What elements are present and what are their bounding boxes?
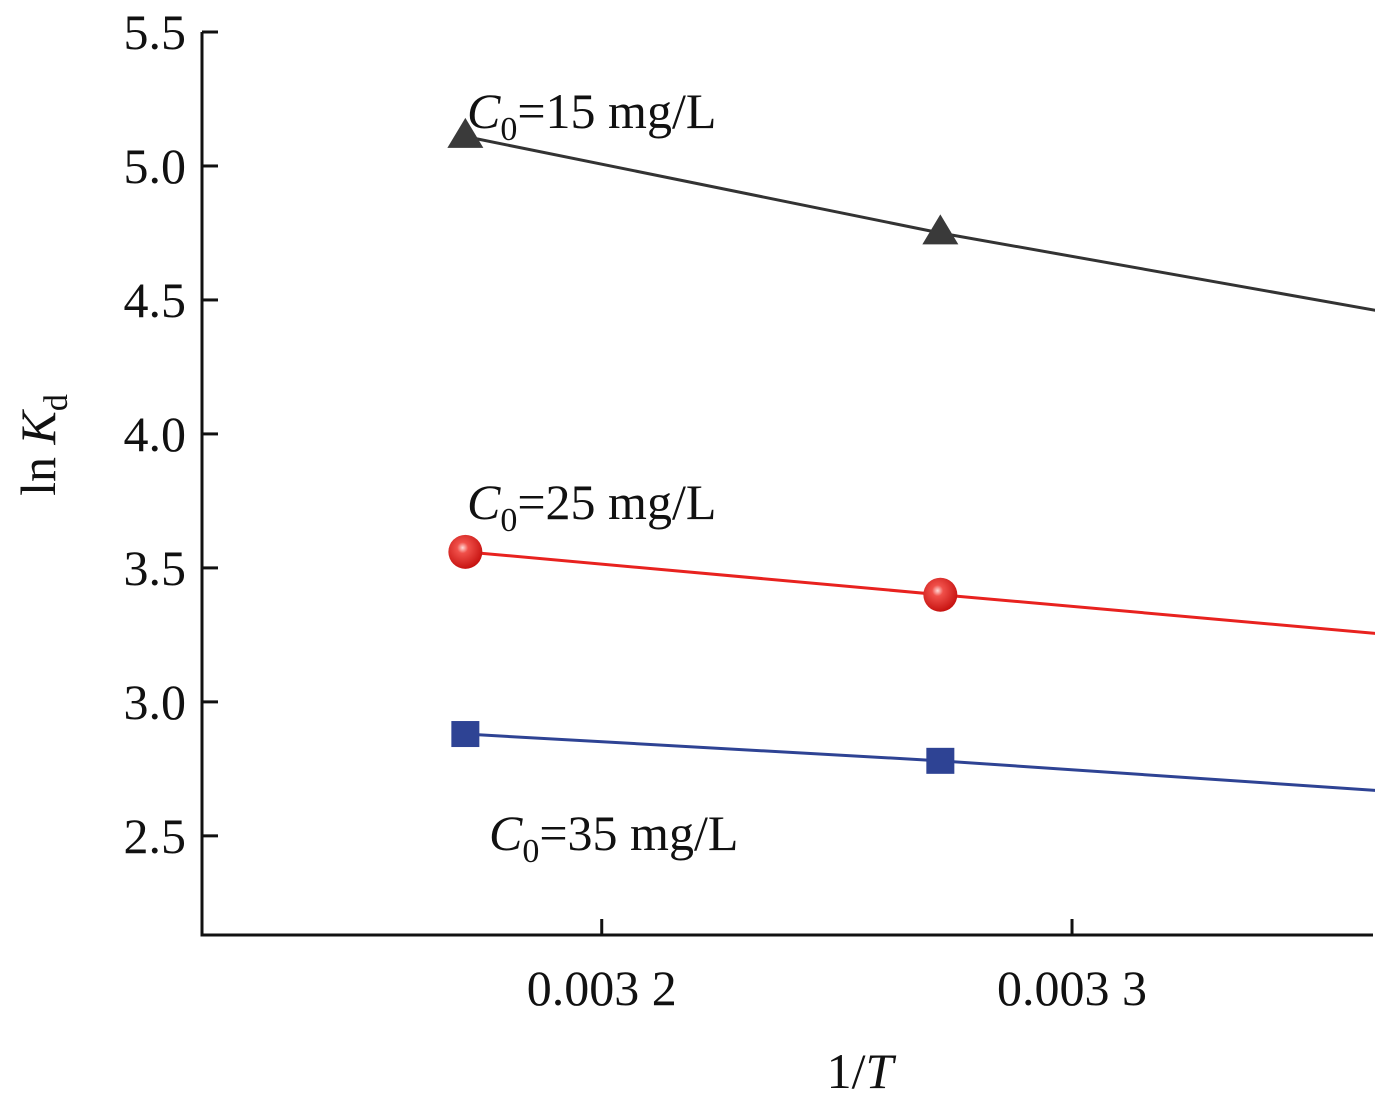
data-point-c35: [451, 721, 480, 748]
y-axis-title-var: K: [10, 408, 66, 445]
x-tick-label: 0.003 3: [997, 960, 1147, 1016]
series-markers: [447, 117, 959, 774]
series-label-c35-text: =35 mg/L: [539, 805, 738, 861]
series-label-c15-var: C: [467, 83, 501, 139]
data-point-c15: [447, 117, 484, 148]
x-ticks: 0.003 2 0.003 3: [527, 919, 1147, 1016]
y-tick-label: 3.0: [124, 674, 187, 730]
series-label-c25-text: =25 mg/L: [517, 474, 716, 530]
x-axis-title-prefix: 1/: [827, 1043, 866, 1099]
x-axis-title-var: T: [866, 1043, 897, 1099]
series-label-c25-var: C: [467, 474, 501, 530]
y-tick-label: 5.0: [124, 138, 187, 194]
series-line-c25: [465, 550, 1375, 635]
series-label-c35-var: C: [489, 805, 523, 861]
series-label-c25: C0=25 mg/L: [467, 474, 716, 539]
series-label-c15: C0=15 mg/L: [467, 83, 716, 148]
y-ticks: 2.5 3.0 3.5 4.0 4.5 5.0 5.5: [124, 4, 218, 864]
y-tick-label: 4.5: [124, 272, 187, 328]
series-line-c15: [465, 135, 1375, 312]
data-point-c15: [922, 214, 959, 245]
y-tick-label: 5.5: [124, 4, 187, 60]
y-axis-title-sub: d: [38, 394, 75, 411]
x-tick-label: 0.003 2: [527, 960, 677, 1016]
series-line-c35: [465, 732, 1375, 792]
series-label-c35: C0=35 mg/L: [489, 805, 738, 870]
series-lines: [465, 135, 1375, 792]
y-tick-label: 2.5: [124, 808, 187, 864]
data-point-c25: [923, 577, 958, 612]
data-point-c25: [448, 534, 483, 569]
y-tick-label: 3.5: [124, 540, 187, 596]
series-label-c25-sub: 0: [500, 502, 517, 539]
series-label-c15-sub: 0: [500, 111, 517, 148]
data-point-c35: [926, 747, 955, 774]
series-label-c15-text: =15 mg/L: [517, 83, 716, 139]
series-label-c35-sub: 0: [522, 833, 539, 870]
x-axis-title: 1/T: [827, 1043, 897, 1099]
y-tick-label: 4.0: [124, 406, 187, 462]
y-axis-title-prefix: ln: [10, 444, 66, 495]
axes: [200, 32, 1373, 937]
axis-frame: [200, 32, 1373, 937]
y-axis-title: ln Kd: [10, 394, 75, 496]
